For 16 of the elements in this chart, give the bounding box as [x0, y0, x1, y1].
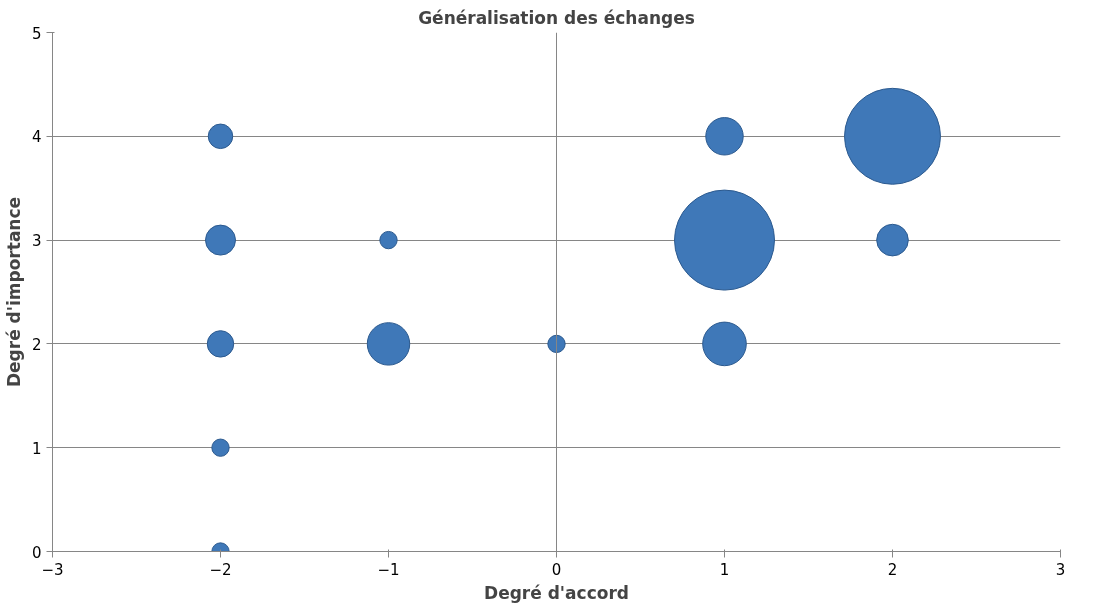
y-tick-label: 5: [31, 24, 42, 43]
x-tick-label: −2: [209, 560, 232, 579]
y-tick-label: 0: [31, 543, 42, 562]
x-tick-label: 1: [719, 560, 730, 579]
x-axis-title: Degré d'accord: [484, 582, 629, 603]
chart-title: Généralisation des échanges: [418, 7, 695, 28]
y-tick-label: 4: [31, 128, 42, 147]
y-axis-title: Degré d'importance: [3, 196, 24, 388]
x-tick-label: 2: [887, 560, 898, 579]
x-tick-label: 3: [1055, 560, 1066, 579]
y-tick-label: 1: [31, 439, 42, 458]
y-tick-label: 3: [31, 232, 42, 251]
y-tick-label: 2: [31, 335, 42, 354]
x-tick-label: −3: [41, 560, 64, 579]
x-tick-label: −1: [377, 560, 400, 579]
x-tick-label: 0: [551, 560, 562, 579]
